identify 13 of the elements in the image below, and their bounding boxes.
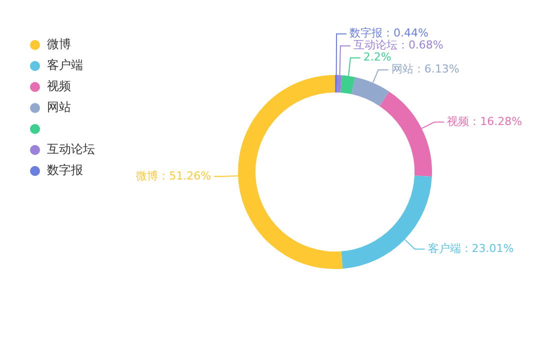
legend-label: 客户端 <box>47 57 83 74</box>
legend-label: 微博 <box>47 36 71 53</box>
data-label: 数字报：0.44% <box>350 26 428 40</box>
legend-label: 数字报 <box>47 162 83 179</box>
legend-label: 互动论坛 <box>47 141 95 158</box>
data-label: 网站：6.13% <box>391 62 460 76</box>
legend-label: 视频 <box>47 78 71 95</box>
data-label: 客户端：23.01% <box>428 242 514 256</box>
data-label: 视频：16.28% <box>447 115 522 128</box>
legend-label: 网站 <box>47 99 71 116</box>
data-label: 互动论坛：0.68% <box>353 38 444 52</box>
data-label: 2.2% <box>363 50 392 64</box>
data-label: 微博：51.26% <box>136 169 212 182</box>
